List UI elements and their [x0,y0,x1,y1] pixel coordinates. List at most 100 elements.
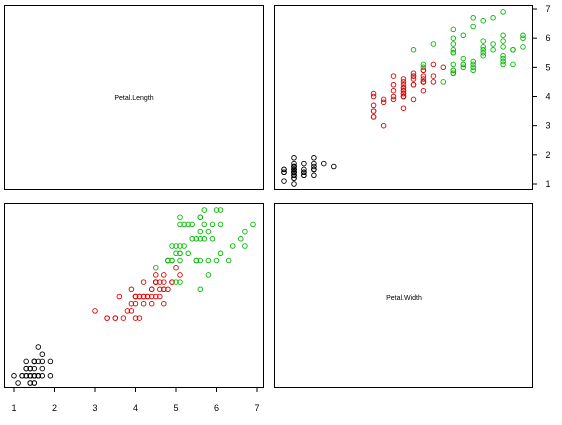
panel-top-right-frame [274,5,533,190]
point-virginica-lower [173,250,179,257]
point-virginica-upper [450,26,457,33]
point-versicolor-lower [92,308,98,314]
point-setosa-upper [301,166,307,173]
point-setosa-lower [39,358,46,365]
point-virginica-lower [197,214,204,220]
point-versicolor-lower [116,293,123,300]
point-virginica-lower [197,228,204,235]
point-versicolor-lower [148,293,155,300]
diagonal-label-petal-width: Petal.Width [386,295,422,302]
point-virginica-lower [201,207,208,213]
panel-bottom-left-frame [4,203,264,388]
point-versicolor-lower [148,286,155,293]
point-versicolor-lower [132,293,139,300]
point-virginica-lower [225,257,232,264]
point-virginica-lower [193,236,200,242]
point-versicolor-lower [169,279,175,285]
point-versicolor-upper [390,96,397,103]
point-virginica-upper [410,47,417,53]
point-virginica-upper [470,58,476,65]
point-setosa-upper [281,178,287,184]
point-versicolor-upper [420,76,427,82]
point-virginica-upper [460,55,467,62]
point-virginica-upper [460,32,467,39]
point-virginica-upper [420,61,427,68]
point-setosa-upper [301,172,307,179]
point-virginica-lower [213,257,220,264]
point-virginica-lower [217,250,224,257]
point-versicolor-upper [400,85,407,91]
point-versicolor-upper [420,73,427,79]
point-setosa-lower [39,365,46,372]
right-axis-tick-label: 5 [545,62,550,72]
point-versicolor-upper [410,96,417,103]
point-setosa-upper [311,166,317,173]
point-versicolor-upper [370,93,377,100]
point-versicolor-lower [161,286,167,293]
point-setosa-upper [311,172,317,179]
point-virginica-lower [205,228,212,235]
point-setosa-upper [291,160,297,167]
point-virginica-upper [520,35,526,41]
point-versicolor-upper [390,87,397,94]
point-versicolor-upper [370,90,377,97]
point-virginica-lower [153,264,159,271]
point-setosa-lower [47,373,54,379]
point-setosa-upper [301,160,307,167]
point-versicolor-upper [410,70,417,76]
point-versicolor-upper [400,82,407,88]
point-setosa-upper [291,172,297,179]
point-virginica-upper [500,52,506,59]
point-versicolor-lower [136,315,143,321]
point-virginica-lower [181,221,187,228]
point-virginica-upper [450,47,457,53]
point-virginica-upper [460,64,467,71]
point-versicolor-lower [148,300,155,307]
point-versicolor-lower [144,293,151,300]
right-axis-tick-label: 4 [545,92,550,102]
right-axis-tick-label: 1 [545,179,550,189]
point-versicolor-lower [140,293,147,300]
diagonal-label-petal-length: Petal.Length [114,95,153,102]
point-versicolor-upper [390,82,397,88]
point-virginica-lower [165,257,171,264]
point-versicolor-lower [132,315,139,321]
point-virginica-upper [470,67,476,74]
point-versicolor-upper [370,114,377,120]
point-setosa-upper [291,169,297,176]
point-versicolor-lower [128,286,135,293]
point-virginica-lower [193,257,200,264]
point-setosa-upper [281,166,287,173]
point-setosa-lower [31,365,38,372]
point-virginica-lower [242,243,248,249]
point-virginica-lower [181,243,187,249]
point-versicolor-upper [420,79,427,85]
point-virginica-upper [430,41,437,47]
point-setosa-lower [39,373,46,379]
point-versicolor-lower [157,293,163,300]
point-virginica-upper [520,44,526,50]
point-virginica-upper [450,70,457,76]
point-virginica-upper [450,35,457,41]
point-versicolor-lower [136,293,143,300]
point-setosa-lower [31,358,38,365]
bottom-axis-tick-label: 1 [11,403,16,413]
point-versicolor-lower [140,300,147,307]
point-virginica-lower [197,236,204,242]
point-setosa-lower [27,365,33,372]
point-virginica-upper [490,47,496,53]
point-setosa-upper [291,175,297,181]
point-setosa-lower [27,380,33,386]
point-versicolor-upper [410,82,417,88]
point-versicolor-lower [153,272,159,278]
point-virginica-lower [242,228,248,235]
bottom-axis-tick-label: 7 [254,403,259,413]
bottom-axis-tick-label: 3 [92,403,97,413]
point-virginica-lower [169,257,175,264]
point-setosa-upper [311,160,317,167]
point-virginica-upper [470,64,476,71]
point-virginica-lower [250,221,256,228]
point-versicolor-lower [161,279,167,285]
point-versicolor-upper [390,73,397,79]
